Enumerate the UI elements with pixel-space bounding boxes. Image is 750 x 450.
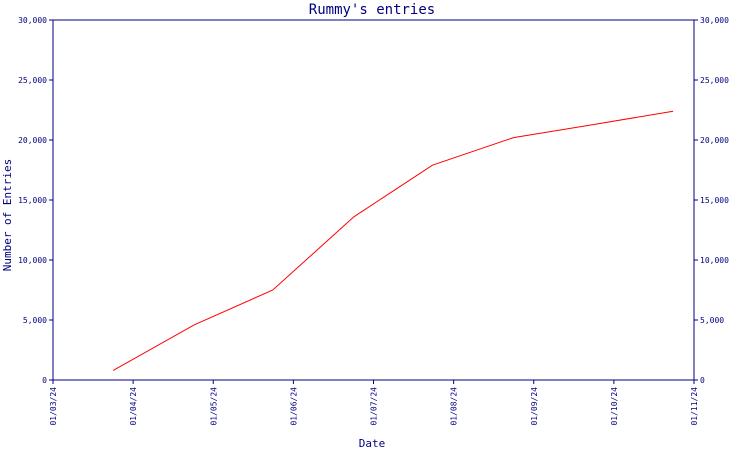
x-tick-label: 01/09/24 [530, 387, 539, 426]
plot-frame [52, 19, 695, 381]
y-tick-label-left: 30,000 [18, 16, 47, 25]
y-tick-label-left: 25,000 [18, 76, 47, 85]
chart-title: Rummy's entries [309, 2, 435, 18]
x-axis-label: Date [359, 437, 386, 450]
y-tick-label-right: 20,000 [700, 136, 729, 145]
plot-area: 0 0 5,000 5,000 10,000 10,000 15,000 15,000 20,0… [18, 16, 729, 426]
y-tick-label-right: 25,000 [700, 76, 729, 85]
x-tick-label: 01/08/24 [450, 387, 459, 426]
y-tick-label-left: 5,000 [23, 316, 47, 325]
y-tick-label-left: 10,000 [18, 256, 47, 265]
x-tick-label: 01/05/24 [209, 387, 218, 426]
x-tick-label: 01/04/24 [129, 387, 138, 426]
y-axis-label: Number of Entries [1, 159, 14, 272]
y-tick-label-left: 20,000 [18, 136, 47, 145]
y-tick-label-right: 30,000 [700, 16, 729, 25]
x-tick-label: 01/11/24 [690, 387, 699, 426]
series-line [112, 110, 674, 371]
x-tick-label: 01/03/24 [49, 387, 58, 426]
x-tick-label: 01/10/24 [610, 387, 619, 426]
x-tick-label: 01/07/24 [370, 387, 379, 426]
y-tick-label-left: 0 [42, 376, 47, 385]
y-tick-label-right: 10,000 [700, 256, 729, 265]
y-tick-label-left: 15,000 [18, 196, 47, 205]
y-tick-label-right: 0 [700, 376, 705, 385]
x-tick-label: 01/06/24 [289, 387, 298, 426]
y-tick-label-right: 5,000 [700, 316, 724, 325]
y-tick-label-right: 15,000 [700, 196, 729, 205]
